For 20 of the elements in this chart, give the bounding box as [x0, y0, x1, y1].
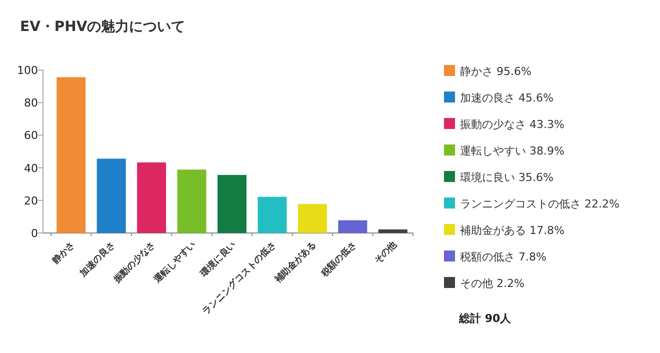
legend-label: 運転しやすい 38.9% [460, 144, 564, 158]
legend-label: 補助金がある 17.8% [460, 224, 564, 237]
legend-label: 振動の少なさ 43.3% [460, 118, 564, 131]
x-tick-label: その他 [372, 238, 400, 266]
y-tick-label: 40 [24, 162, 38, 175]
legend-label: 税額の低さ 7.8% [460, 250, 546, 264]
y-tick-label: 80 [24, 96, 38, 110]
legend-label: 加速の良さ 45.6% [460, 92, 554, 104]
legend-label: 環境に良い 35.6% [460, 171, 554, 184]
text: 総計 90人 [458, 312, 512, 325]
legend-label: その他 2.2% [460, 277, 524, 290]
x-tick-label: 税額の低さ [318, 239, 359, 280]
y-tick-label: 100 [17, 64, 38, 77]
y-tick-label: 60 [24, 129, 38, 142]
y-tick-label: 0 [31, 227, 38, 240]
legend-label: ランニングコストの低さ 22.2% [460, 198, 620, 210]
y-tick-label: 20 [24, 194, 38, 208]
legend-label: 静かさ 95.6% [460, 65, 532, 78]
x-tick-label: 静かさ [50, 239, 78, 267]
chart-title: EV・PHVの魅力について [20, 19, 186, 35]
